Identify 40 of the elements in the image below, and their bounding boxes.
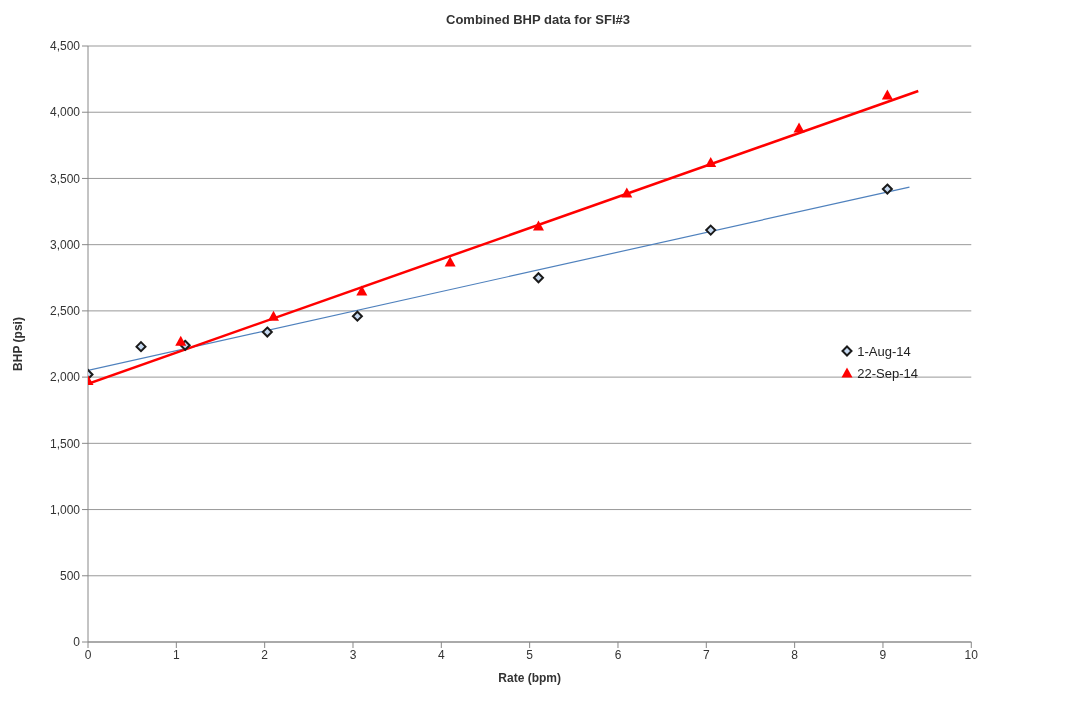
chart-title: Combined BHP data for SFI#3 xyxy=(445,11,631,29)
x-tick-label: 4 xyxy=(437,647,445,662)
point xyxy=(881,89,893,100)
x-tick-label: 0 xyxy=(84,647,92,662)
y-tick-label: 3,000 xyxy=(49,237,81,252)
y-tick-label: 500 xyxy=(59,569,81,584)
point xyxy=(881,183,893,195)
point xyxy=(175,335,187,346)
x-tick-label: 8 xyxy=(791,647,799,662)
point xyxy=(621,187,633,198)
y-tick-label: 4,500 xyxy=(49,39,81,54)
point xyxy=(532,272,544,284)
y-tick-label: 2,500 xyxy=(49,304,81,319)
x-tick-label: 3 xyxy=(349,647,357,662)
y-tick-label: 0 xyxy=(73,635,81,650)
y-axis-title: BHP (psi) xyxy=(11,317,26,371)
point xyxy=(532,220,544,231)
x-tick-label: 5 xyxy=(526,647,534,662)
y-tick-label: 2,000 xyxy=(49,370,81,385)
y-tick-label: 4,000 xyxy=(49,105,81,120)
x-tick-label: 10 xyxy=(964,647,979,662)
point xyxy=(444,256,456,267)
y-tick-label: 3,500 xyxy=(49,171,81,186)
point xyxy=(705,224,717,236)
x-tick-label: 9 xyxy=(879,647,887,662)
x-tick-label: 1 xyxy=(172,647,180,662)
point xyxy=(351,310,363,322)
x-tick-label: 2 xyxy=(261,647,269,662)
point xyxy=(135,341,147,353)
legend-label: 22-Sep-14 xyxy=(857,365,918,381)
legend-label: 1-Aug-14 xyxy=(857,343,911,359)
x-tick-label: 7 xyxy=(702,647,710,662)
y-tick-label: 1,000 xyxy=(49,502,81,517)
x-tick-label: 6 xyxy=(614,647,622,662)
point xyxy=(356,285,368,296)
point xyxy=(705,157,717,168)
point xyxy=(793,122,805,133)
x-axis-title: Rate (bpm) xyxy=(498,671,561,685)
y-tick-label: 1,500 xyxy=(49,436,81,451)
point xyxy=(261,326,273,338)
